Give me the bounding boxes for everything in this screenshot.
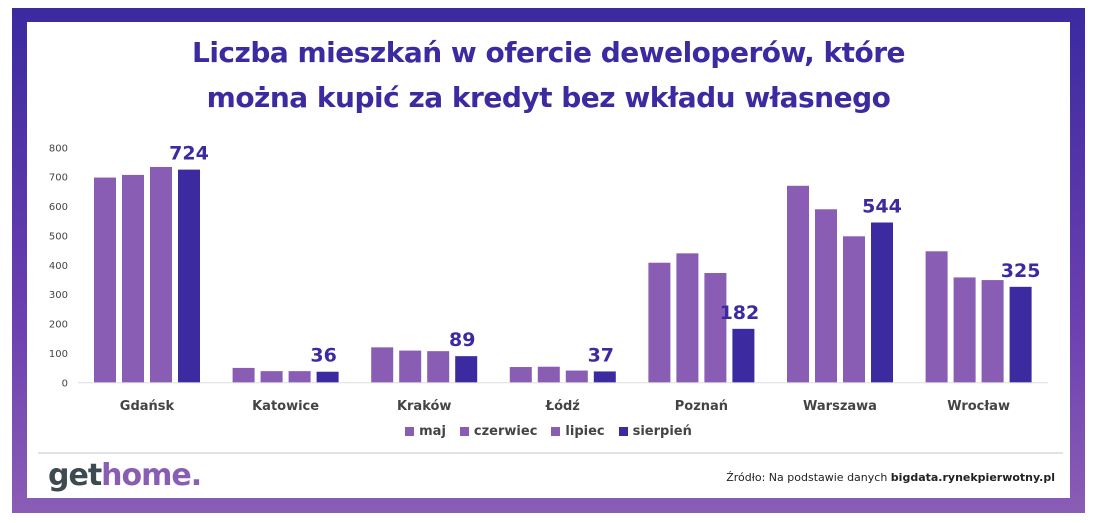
legend-label: maj (419, 424, 446, 439)
legend-swatch (405, 427, 415, 436)
logo-part-home: home. (101, 458, 202, 493)
legend-item: czerwiec (459, 424, 538, 439)
bar-czerwiec (399, 350, 422, 383)
logo-part-get: get (48, 458, 102, 493)
data-label: 36 (310, 345, 336, 367)
y-tick-label: 300 (49, 290, 68, 301)
bar-lipiec (150, 166, 172, 383)
legend-swatch (551, 427, 561, 436)
bar-lipiec (843, 236, 865, 383)
bar-sierpień (593, 371, 616, 383)
source-prefix: Źródło: Na podstawie danych (726, 471, 891, 484)
chart-card (27, 22, 1070, 498)
bar-sierpień (1009, 286, 1032, 383)
bar-sierpień (871, 222, 893, 383)
y-tick-label: 800 (49, 143, 68, 154)
bar-maj (925, 251, 948, 383)
legend-label: lipiec (565, 424, 605, 439)
y-tick-label: 500 (49, 231, 68, 242)
bar-czerwiec (953, 277, 976, 383)
bar-maj (787, 185, 809, 383)
bar-maj (371, 347, 394, 383)
bar-lipiec (704, 273, 727, 383)
bar-czerwiec (815, 209, 837, 383)
bar-czerwiec (537, 366, 560, 383)
data-label: 544 (862, 196, 902, 218)
bar-czerwiec (676, 253, 699, 383)
legend-swatch (618, 427, 628, 436)
bar-lipiec (288, 371, 311, 383)
x-tick-label: Kraków (397, 399, 452, 414)
legend-label: sierpień (632, 424, 692, 439)
source-link: bigdata.rynekpierwotny.pl (890, 471, 1055, 484)
bar-maj (509, 367, 532, 383)
legend-item: lipiec (551, 424, 605, 439)
bar-lipiec (427, 351, 450, 383)
y-tick-label: 600 (49, 202, 68, 213)
bar-lipiec (565, 370, 588, 383)
bar-sierpień (455, 356, 478, 383)
data-label: 89 (449, 329, 475, 351)
x-tick-label: Gdańsk (120, 399, 175, 414)
data-label: 182 (720, 302, 760, 324)
title-line-2: można kupić za kredyt bez wkładu własneg… (206, 81, 891, 114)
gethome-logo: gethome. (48, 458, 202, 493)
legend: maj czerwiec lipiec sierpień (0, 424, 1097, 439)
x-tick-label: Wrocław (947, 399, 1010, 414)
y-tick-label: 0 (62, 378, 68, 389)
source-note: Źródło: Na podstawie danych bigdata.ryne… (726, 471, 1055, 484)
data-label: 37 (588, 344, 614, 366)
y-tick-label: 700 (49, 173, 68, 184)
y-tick-label: 400 (49, 261, 68, 272)
data-label: 724 (169, 143, 209, 165)
bar-maj (94, 177, 116, 383)
bar-maj (648, 262, 671, 383)
bar-czerwiec (260, 371, 283, 383)
bar-sierpień (316, 371, 339, 383)
x-tick-label: Poznań (675, 399, 728, 414)
data-label: 325 (1001, 260, 1041, 282)
x-tick-label: Warszawa (803, 399, 877, 414)
bar-sierpień (178, 169, 200, 383)
y-tick-label: 200 (49, 320, 68, 331)
legend-label: czerwiec (473, 424, 538, 439)
legend-swatch (459, 427, 469, 436)
title-line-1: Liczba mieszkań w ofercie deweloperów, k… (191, 36, 906, 69)
x-tick-label: Łódź (545, 399, 580, 414)
y-tick-label: 100 (49, 349, 68, 360)
chart-title: Liczba mieszkań w ofercie deweloperów, k… (0, 30, 1097, 120)
footer-divider (38, 452, 1063, 454)
x-tick-label: Katowice (252, 399, 319, 414)
bar-czerwiec (122, 174, 144, 383)
legend-item: sierpień (618, 424, 692, 439)
bar-sierpień (732, 328, 755, 383)
legend-item: maj (405, 424, 446, 439)
bar-lipiec (981, 280, 1004, 383)
bar-maj (232, 367, 255, 383)
